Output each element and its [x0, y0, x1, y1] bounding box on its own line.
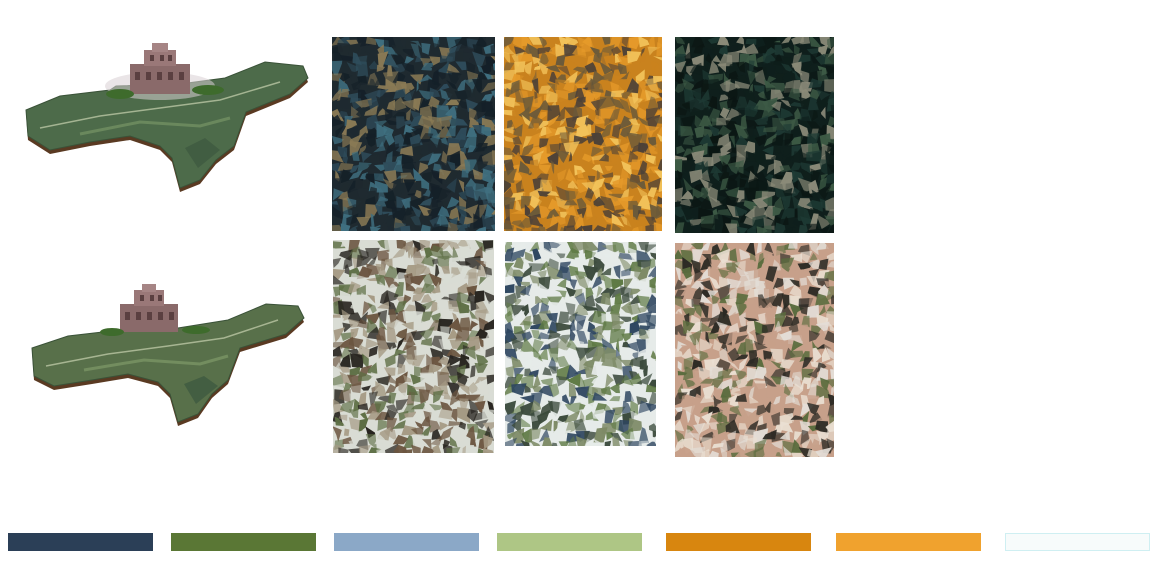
mosaic-photo-4 — [333, 240, 494, 453]
mosaic-photo-6 — [675, 243, 834, 457]
map-illustration-top — [20, 38, 315, 193]
mosaic-photo-1 — [332, 37, 495, 231]
palette-swatch-1 — [8, 533, 153, 551]
palette-swatch-4 — [497, 533, 642, 551]
map-illustration-bottom — [28, 282, 308, 427]
mosaic-photo-3 — [675, 37, 834, 233]
mosaic-photo-2 — [504, 37, 662, 231]
palette-swatch-2 — [171, 533, 316, 551]
palette-swatch-7 — [1005, 533, 1150, 551]
mosaic-photo-5 — [505, 242, 656, 446]
palette-swatch-6 — [836, 533, 981, 551]
palette-swatch-3 — [334, 533, 479, 551]
palette-swatch-5 — [666, 533, 811, 551]
